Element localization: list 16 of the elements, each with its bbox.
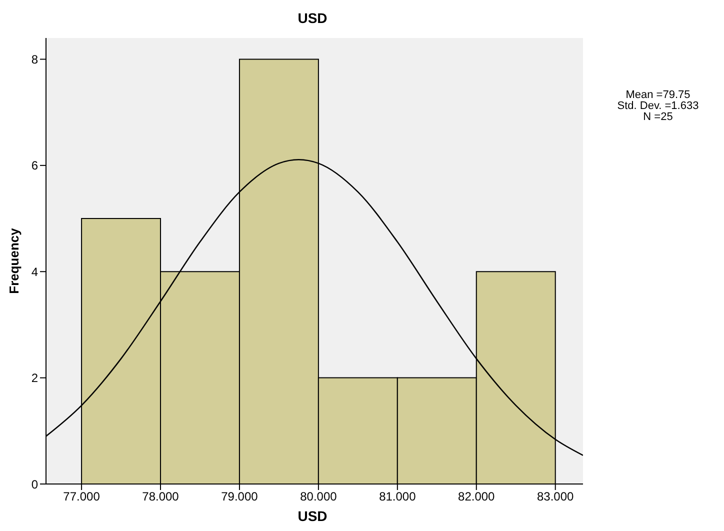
x-tick-label: 79.000 — [221, 490, 258, 504]
y-tick-label: 2 — [31, 371, 38, 386]
x-axis-title: USD — [296, 508, 328, 524]
y-axis-title: Frequency — [6, 227, 22, 294]
y-tick-label: 8 — [31, 52, 38, 66]
x-tick-label: 80.000 — [300, 490, 338, 504]
text: Mean =79.75 Std. Dev. =1.633 N =25 — [616, 89, 700, 123]
y-tick-label: 0 — [31, 477, 38, 492]
x-tick-label: 82.000 — [458, 490, 496, 504]
y-tick-label: 4 — [31, 264, 38, 279]
x-tick-label: 78.000 — [142, 490, 180, 504]
x-tick-label: 81.000 — [379, 490, 416, 504]
y-tick-label: 6 — [31, 158, 38, 173]
chart-title: USD — [296, 10, 328, 26]
x-tick-label: 77.000 — [63, 490, 100, 504]
x-tick-label: 83.000 — [537, 490, 574, 504]
